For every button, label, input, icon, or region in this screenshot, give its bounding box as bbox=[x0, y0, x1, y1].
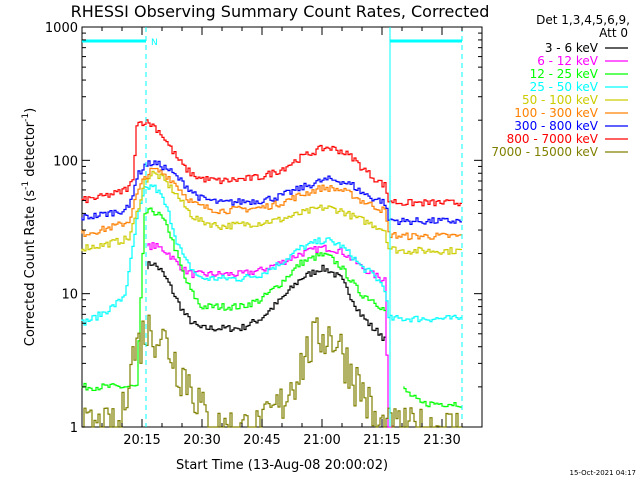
y-label-main: Corrected Count Rate (s bbox=[23, 190, 38, 347]
legend-label: 100 - 300 keV bbox=[514, 106, 598, 120]
x-tick-label: 21:30 bbox=[423, 433, 460, 448]
legend-label: 3 - 6 keV bbox=[545, 41, 599, 55]
series-7 bbox=[81, 119, 462, 207]
series-2 bbox=[81, 207, 462, 408]
series-5 bbox=[81, 167, 462, 241]
x-axis: 20:15 20:30 20:45 21:00 21:15 21:30 bbox=[81, 27, 483, 448]
legend-label: 300 - 800 keV bbox=[514, 119, 598, 133]
series-line bbox=[81, 207, 462, 408]
y-label-sup1: -1 bbox=[21, 181, 31, 190]
series-line bbox=[81, 170, 462, 255]
y-axis: 1 10 100 1000 bbox=[45, 21, 482, 436]
series-8 bbox=[82, 314, 462, 428]
y-label-sup2: -1 bbox=[21, 113, 31, 122]
legend-label: 25 - 50 keV bbox=[530, 80, 599, 94]
x-tick-label: 20:30 bbox=[183, 433, 220, 448]
legend-label: 12 - 25 keV bbox=[530, 67, 599, 81]
render-timestamp: 15-Oct-2021 04:17 bbox=[570, 469, 636, 477]
y-label-end: ) bbox=[23, 108, 38, 113]
attenuator-layer: N bbox=[82, 27, 463, 427]
x-tick-label: 20:15 bbox=[123, 433, 160, 448]
plot-frame bbox=[81, 26, 483, 428]
series-0 bbox=[147, 261, 386, 341]
x-axis-label: Start Time (13-Aug-08 20:00:02) bbox=[176, 458, 388, 473]
legend-header-attenuator: Att 0 bbox=[599, 26, 628, 40]
x-tick-label: 21:15 bbox=[363, 433, 400, 448]
legend-label: 800 - 7000 keV bbox=[507, 132, 599, 146]
series-layer bbox=[81, 119, 462, 428]
series-3 bbox=[81, 184, 462, 326]
attenuator-label: N bbox=[151, 38, 158, 48]
x-tick-label: 21:00 bbox=[303, 433, 340, 448]
series-line bbox=[82, 314, 462, 428]
x-tick-label: 20:45 bbox=[243, 433, 280, 448]
series-line bbox=[81, 184, 462, 326]
legend-header-detectors: Det 1,3,4,5,6,9, bbox=[536, 13, 630, 27]
series-line bbox=[81, 167, 462, 241]
series-4 bbox=[81, 170, 462, 255]
legend-label: 7000 - 15000 keV bbox=[491, 145, 598, 159]
legend-label: 50 - 100 keV bbox=[522, 93, 599, 107]
y-tick-label: 1 bbox=[70, 421, 78, 436]
y-axis-label: Corrected Count Rate (s-1 detector-1) bbox=[21, 108, 38, 346]
series-1 bbox=[147, 242, 394, 428]
y-label-mid: detector bbox=[23, 121, 38, 181]
series-line bbox=[147, 242, 394, 428]
y-tick-label: 1000 bbox=[45, 21, 78, 36]
series-line bbox=[147, 261, 386, 341]
series-line bbox=[81, 119, 462, 207]
legend-label: 6 - 12 keV bbox=[537, 54, 599, 68]
chart-title: RHESSI Observing Summary Count Rates, Co… bbox=[71, 2, 490, 21]
series-line bbox=[81, 160, 462, 225]
series-6 bbox=[81, 160, 462, 225]
y-tick-label: 100 bbox=[53, 154, 78, 169]
y-tick-label: 10 bbox=[61, 288, 78, 303]
